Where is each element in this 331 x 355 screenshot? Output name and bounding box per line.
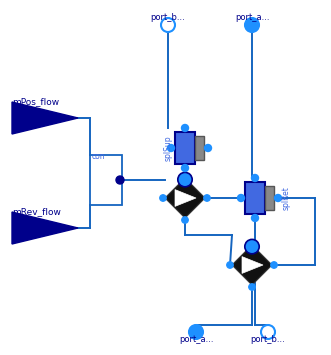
- Text: splSup: splSup: [164, 135, 173, 161]
- Bar: [245, 182, 265, 214]
- Text: port_a...: port_a...: [235, 13, 269, 22]
- Circle shape: [245, 18, 259, 32]
- Circle shape: [227, 262, 233, 268]
- Polygon shape: [175, 190, 196, 206]
- Circle shape: [160, 195, 166, 201]
- Bar: [90, 155, 122, 205]
- Circle shape: [167, 144, 174, 152]
- Text: con: con: [92, 152, 106, 161]
- Circle shape: [178, 173, 192, 187]
- Text: splRet: splRet: [282, 186, 291, 210]
- Circle shape: [181, 164, 188, 171]
- Circle shape: [252, 214, 259, 222]
- Circle shape: [161, 18, 175, 32]
- Polygon shape: [232, 245, 272, 285]
- Bar: [175, 132, 195, 164]
- Circle shape: [189, 325, 203, 339]
- Circle shape: [249, 284, 255, 290]
- Circle shape: [182, 217, 188, 223]
- Circle shape: [205, 144, 212, 152]
- Bar: [195, 136, 204, 160]
- Circle shape: [204, 195, 210, 201]
- Polygon shape: [165, 178, 205, 218]
- Circle shape: [252, 175, 259, 181]
- Polygon shape: [12, 212, 78, 244]
- Circle shape: [261, 325, 275, 339]
- Circle shape: [181, 125, 188, 131]
- Polygon shape: [12, 102, 78, 134]
- Circle shape: [274, 195, 281, 202]
- Circle shape: [116, 176, 124, 184]
- Polygon shape: [242, 257, 263, 273]
- Text: mPos_flow: mPos_flow: [12, 97, 59, 106]
- Text: port_a...: port_a...: [179, 335, 213, 344]
- Bar: [265, 186, 274, 210]
- Text: port_b...: port_b...: [151, 13, 185, 22]
- Text: port_b...: port_b...: [251, 335, 285, 344]
- Circle shape: [271, 262, 277, 268]
- Text: mRev_flow: mRev_flow: [12, 207, 61, 216]
- Circle shape: [245, 239, 259, 254]
- Circle shape: [238, 195, 245, 202]
